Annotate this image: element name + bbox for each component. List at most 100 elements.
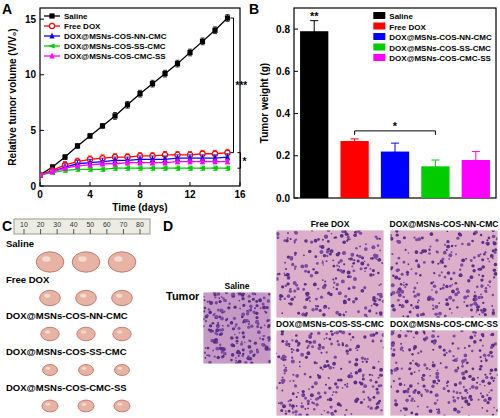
nucleus (491, 305, 493, 307)
y-tick (40, 186, 44, 187)
error-line (475, 152, 476, 169)
nucleus (407, 388, 409, 390)
nucleus (254, 307, 256, 309)
nucleus (294, 265, 297, 268)
nucleus (221, 355, 224, 358)
nucleus (492, 235, 496, 239)
nucleus (419, 274, 421, 276)
nucleus (286, 282, 289, 285)
nucleus (299, 366, 301, 368)
nucleus (260, 326, 262, 328)
nucleus (301, 393, 305, 397)
nucleus (221, 328, 224, 331)
nucleus (409, 311, 412, 314)
x-tick-label: 8 (137, 189, 143, 200)
nucleus (493, 269, 497, 273)
nucleus (250, 307, 252, 309)
nucleus (414, 400, 416, 402)
nucleus (345, 344, 348, 347)
nucleus (305, 356, 308, 359)
nucleus (398, 377, 401, 380)
nucleus (379, 311, 383, 315)
error-cap (176, 60, 180, 61)
nucleus (203, 307, 206, 310)
nucleus (457, 291, 460, 294)
ruler-tick (57, 229, 58, 234)
nucleus (376, 298, 378, 300)
nucleus (255, 304, 258, 307)
nucleus (306, 351, 310, 355)
data-point (125, 102, 130, 107)
nucleus (372, 299, 375, 302)
nucleus (222, 347, 226, 351)
nucleus (241, 354, 244, 357)
nucleus (316, 362, 318, 364)
nucleus (254, 342, 257, 345)
image-border (390, 230, 498, 318)
nucleus (286, 273, 290, 277)
error-line (354, 139, 355, 143)
nucleus (268, 319, 270, 321)
significance: **** (231, 18, 248, 168)
nucleus (494, 272, 498, 276)
nucleus (331, 233, 333, 235)
nucleus (309, 376, 312, 379)
nucleus (334, 355, 337, 358)
nucleus (449, 285, 451, 287)
nucleus (375, 254, 379, 258)
nucleus (467, 392, 469, 394)
annotation: * (393, 120, 398, 132)
nucleus (230, 359, 233, 362)
nucleus (345, 409, 347, 411)
nucleus (491, 333, 495, 337)
panel-label: A (2, 1, 12, 17)
nucleus (363, 384, 367, 388)
histology-image (390, 230, 498, 318)
nucleus (307, 402, 310, 405)
nucleus (360, 289, 364, 293)
nucleus (440, 288, 442, 290)
tumor (42, 400, 58, 412)
nucleus (493, 242, 497, 246)
nucleus (370, 407, 373, 410)
nucleus (380, 374, 383, 377)
nucleus (367, 406, 369, 408)
tumor-highlight (80, 294, 86, 298)
nucleus (319, 250, 323, 254)
error-cap (151, 80, 155, 81)
nucleus (429, 245, 431, 247)
nucleus (335, 331, 339, 335)
error-cap (201, 44, 205, 45)
nucleus (492, 380, 494, 382)
nucleus (437, 369, 439, 371)
nucleus (318, 375, 322, 379)
nucleus (444, 276, 447, 279)
nucleus (350, 339, 352, 341)
nucleus (423, 338, 426, 341)
nucleus (328, 366, 332, 370)
nucleus (391, 283, 395, 287)
nucleus (375, 332, 378, 335)
nucleus (457, 291, 460, 294)
nucleus (488, 280, 491, 283)
nucleus (299, 361, 301, 363)
nucleus (470, 309, 473, 312)
nucleus (462, 376, 466, 380)
nucleus (436, 382, 438, 384)
nucleus (472, 269, 475, 272)
nucleus (346, 352, 348, 354)
nucleus (464, 396, 467, 399)
nucleus (341, 230, 344, 233)
nucleus (306, 340, 309, 343)
nucleus (284, 372, 286, 374)
y-tick-label: 0.2 (276, 150, 290, 161)
nucleus (302, 288, 305, 291)
nucleus (376, 403, 378, 405)
nucleus (378, 361, 380, 363)
data-point (212, 28, 217, 33)
error-cap (163, 70, 167, 71)
nucleus (208, 308, 211, 311)
legend-marker (49, 23, 54, 28)
nucleus (457, 397, 460, 400)
nucleus (431, 334, 435, 338)
